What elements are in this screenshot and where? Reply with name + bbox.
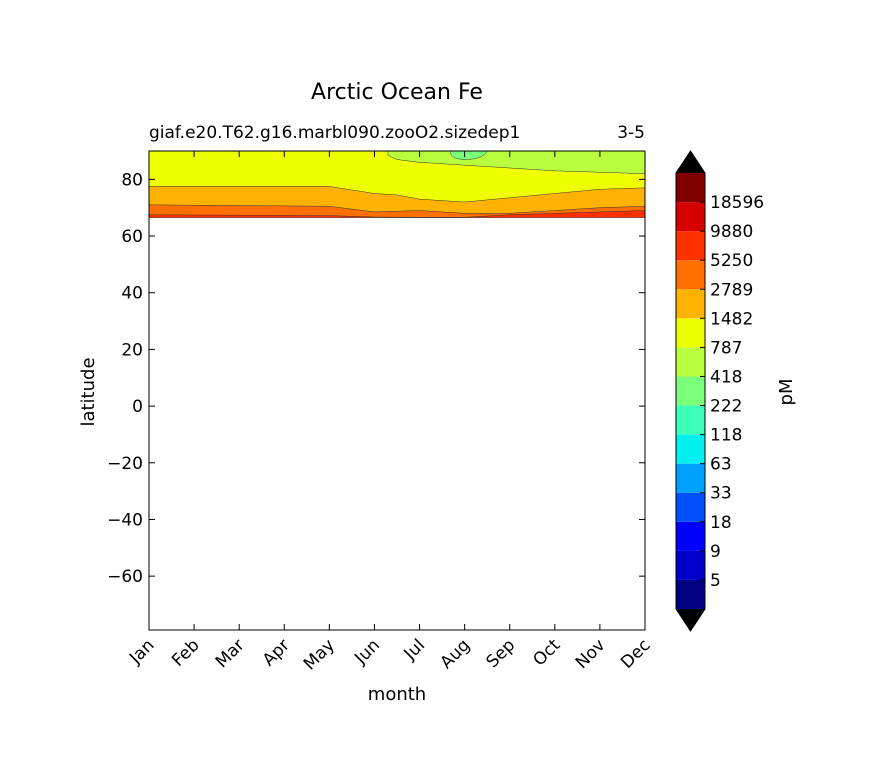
colorbar-tick-label: 5 xyxy=(710,571,721,591)
x-tick-label: Aug xyxy=(437,635,475,673)
colorbar-segment xyxy=(676,550,705,580)
colorbar-segment xyxy=(676,260,705,290)
colorbar-segment xyxy=(676,434,705,464)
y-tick-label: 0 xyxy=(132,397,143,417)
colorbar-tick-label: 2789 xyxy=(710,280,753,300)
colorbar-tick-label: 63 xyxy=(710,455,732,475)
colorbar-extend-min xyxy=(676,609,705,631)
colorbar-outline xyxy=(675,150,706,632)
x-tick-label: Jan xyxy=(125,635,158,668)
colorbar: 18596 9880 5250 2789 1482 787 418 222 118 63 33 18 9… xyxy=(675,150,764,632)
colorbar-tick-label: 5250 xyxy=(710,251,753,271)
colorbar-segment xyxy=(676,202,705,232)
x-tick-label: Jul xyxy=(400,635,429,664)
colorbar-segment xyxy=(676,463,705,493)
colorbar-segment xyxy=(676,318,705,348)
x-tick-label: Feb xyxy=(168,635,203,670)
chart-subtitle-right: 3-5 xyxy=(617,123,645,143)
contour-fill-group xyxy=(148,150,646,218)
colorbar-segment xyxy=(676,289,705,319)
colorbar-segment xyxy=(676,231,705,261)
colorbar-segment xyxy=(676,521,705,551)
colorbar-segment xyxy=(676,405,705,435)
chart-subtitle-left: giaf.e20.T62.g16.marbl090.zooO2.sizedep1 xyxy=(149,123,520,143)
colorbar-tick-label: 18596 xyxy=(710,193,764,213)
colorbar-tick-label: 118 xyxy=(710,426,742,446)
plot-area: 80 60 40 20 0 −20 −40 −60 Jan Feb Mar Apr May Jun Jul… xyxy=(107,150,655,674)
colorbar-segment xyxy=(676,376,705,406)
x-tick-label: Nov xyxy=(572,635,610,673)
y-tick-label: 40 xyxy=(121,284,143,304)
chart-title: Arctic Ocean Fe xyxy=(311,80,483,105)
x-tick-label: Apr xyxy=(259,635,294,670)
x-tick-label: Oct xyxy=(529,635,564,670)
colorbar-tick-label: 9 xyxy=(710,542,721,562)
x-tick-label: Dec xyxy=(617,635,654,672)
x-tick-label: Sep xyxy=(482,635,519,672)
colorbar-tick-label: 1482 xyxy=(710,309,753,329)
y-axis-ticks: 80 60 40 20 0 −20 −40 −60 xyxy=(107,170,645,587)
colorbar-extend-max xyxy=(676,151,705,173)
y-tick-label: −60 xyxy=(107,567,143,587)
colorbar-tick-label: 418 xyxy=(710,367,742,387)
y-tick-label: 60 xyxy=(121,227,143,247)
x-axis-label: month xyxy=(368,684,426,705)
colorbar-tick-label: 18 xyxy=(710,513,732,533)
colorbar-segment xyxy=(676,173,705,203)
colorbar-tick-label: 9880 xyxy=(710,222,753,242)
colorbar-tick-label: 787 xyxy=(710,338,742,358)
y-axis-label: latitude xyxy=(78,357,99,426)
y-tick-label: −20 xyxy=(107,454,143,474)
plot-background xyxy=(149,151,645,630)
x-tick-label: May xyxy=(300,635,339,674)
x-tick-label: Mar xyxy=(212,635,249,672)
colorbar-segment xyxy=(676,579,705,609)
colorbar-segment xyxy=(676,492,705,522)
colorbar-tick-label: 222 xyxy=(710,397,742,417)
colorbar-label: pM xyxy=(776,379,797,406)
y-tick-label: −40 xyxy=(107,510,143,530)
y-tick-label: 80 xyxy=(121,170,143,190)
colorbar-segment xyxy=(676,347,705,377)
y-tick-label: 20 xyxy=(121,340,143,360)
plot-frame xyxy=(148,150,646,631)
x-tick-label: Jun xyxy=(350,635,384,669)
colorbar-tick-label: 33 xyxy=(710,484,732,504)
